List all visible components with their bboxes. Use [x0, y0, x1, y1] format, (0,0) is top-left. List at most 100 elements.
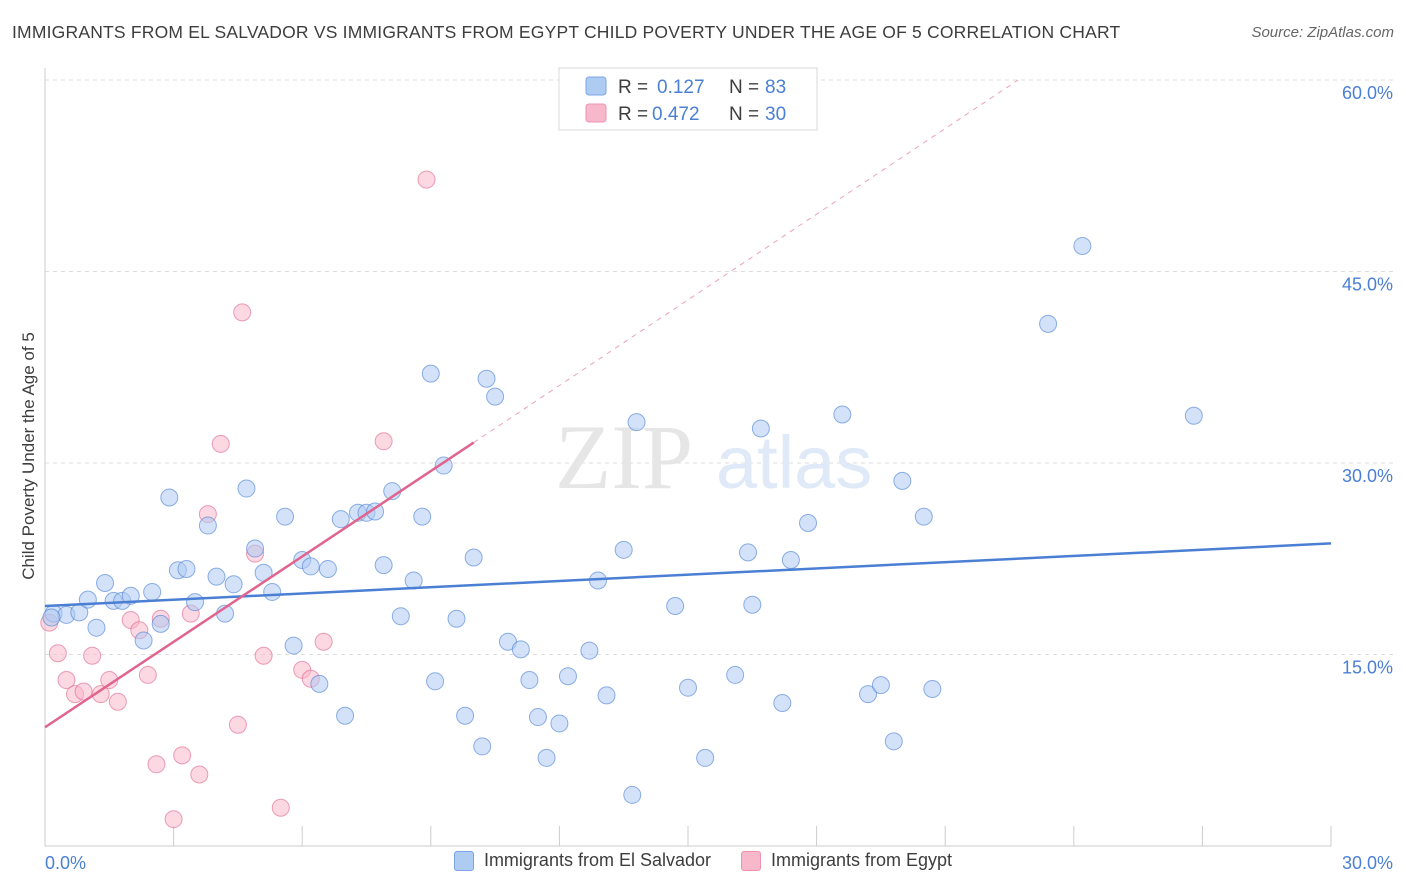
el-salvador-point — [434, 456, 453, 475]
y-tick-label: 45.0% — [1342, 275, 1393, 295]
legend-swatch-el-salvador — [453, 850, 474, 871]
el-salvador-point — [511, 640, 530, 659]
watermark-zip: ZIP — [555, 406, 693, 508]
egypt-point — [83, 646, 102, 665]
el-salvador-point — [464, 548, 483, 567]
source-label: Source: ZipAtlas.com — [1251, 24, 1394, 41]
el-salvador-point — [1184, 406, 1203, 425]
el-salvador-point — [473, 737, 492, 756]
egypt-point — [254, 646, 273, 665]
x-tick-label: 30.0% — [1342, 853, 1393, 873]
el-salvador-point — [1073, 236, 1092, 255]
el-salvador-point — [558, 667, 577, 686]
el-salvador-point — [426, 672, 445, 691]
watermark: ZIP atlas — [555, 406, 872, 508]
el-salvador-point — [284, 636, 303, 655]
stats-legend: R = 0.127 N = 83 R = 0.472 N = 30 — [558, 67, 818, 131]
el-salvador-point — [679, 678, 697, 697]
egypt-point — [74, 682, 93, 701]
el-salvador-point — [893, 471, 912, 490]
legend-item-egypt: Immigrants from Egypt — [741, 850, 952, 871]
el-salvador-point — [739, 543, 758, 562]
legend-r-value-1: 0.127 — [657, 77, 705, 98]
el-salvador-point — [528, 708, 547, 727]
egypt-point — [233, 303, 252, 322]
el-salvador-point — [781, 551, 800, 570]
egypt-points — [40, 170, 436, 829]
legend-n-value-2: 30 — [765, 104, 786, 125]
el-salvador-point — [914, 507, 933, 526]
egypt-point — [164, 810, 183, 829]
legend-label-egypt: Immigrants from Egypt — [771, 850, 953, 870]
egypt-trend-line — [44, 441, 475, 729]
egypt-point — [108, 692, 127, 711]
legend-r-value-2: 0.472 — [652, 104, 700, 125]
el-salvador-point — [143, 582, 162, 601]
el-salvador-point — [87, 618, 106, 637]
el-salvador-point — [447, 609, 466, 628]
legend-swatch-blue — [585, 76, 607, 96]
el-salvador-point — [96, 574, 115, 593]
watermark-atlas: atlas — [716, 421, 872, 504]
el-salvador-point — [151, 614, 170, 633]
el-salvador-points — [42, 236, 1203, 804]
el-salvador-point — [871, 676, 890, 695]
el-salvador-point — [160, 488, 179, 507]
egypt-point — [147, 755, 166, 774]
egypt-point — [417, 170, 436, 189]
el-salvador-point — [520, 671, 539, 690]
el-salvador-point — [751, 419, 770, 438]
legend-r-label-2: R = — [618, 104, 648, 125]
el-salvador-point — [276, 507, 295, 526]
el-salvador-point — [833, 405, 852, 424]
el-salvador-point — [580, 641, 599, 660]
el-salvador-point — [923, 679, 942, 698]
el-salvador-point — [310, 674, 329, 693]
legend-swatch-egypt — [741, 850, 762, 871]
egypt-point — [228, 715, 247, 734]
el-salvador-point — [374, 556, 393, 575]
egypt-point — [374, 432, 393, 451]
y-axis-label: Child Poverty Under the Age of 5 — [19, 332, 38, 580]
el-salvador-point — [134, 631, 153, 650]
el-salvador-point — [301, 557, 320, 576]
el-salvador-point — [331, 510, 350, 529]
el-salvador-point — [623, 785, 642, 804]
x-tick-label: 0.0% — [45, 853, 86, 873]
egypt-point — [48, 644, 67, 663]
tick-labels: 15.0% 30.0% 45.0% 60.0% 0.0% 30.0% — [45, 83, 1393, 873]
el-salvador-point — [391, 607, 410, 626]
el-salvador-point — [177, 559, 196, 578]
legend-swatch-pink — [585, 103, 607, 123]
el-salvador-point — [550, 714, 569, 733]
el-salvador-point — [1039, 314, 1058, 333]
el-salvador-point — [799, 514, 818, 533]
legend-n-value-1: 83 — [765, 77, 786, 98]
el-salvador-point — [78, 590, 97, 609]
legend-item-el-salvador: Immigrants from El Salvador — [453, 850, 712, 871]
el-salvador-point — [743, 595, 762, 614]
el-salvador-point — [263, 582, 282, 601]
trend-lines — [44, 79, 1332, 729]
el-salvador-point — [336, 706, 355, 725]
el-salvador-point — [207, 567, 226, 586]
egypt-point — [190, 765, 209, 784]
el-salvador-point — [614, 540, 633, 559]
chart-title: IMMIGRANTS FROM EL SALVADOR VS IMMIGRANT… — [12, 22, 1121, 42]
series-legend: Immigrants from El Salvador Immigrants f… — [0, 850, 1406, 871]
grid-lines — [45, 79, 1395, 655]
y-tick-label: 15.0% — [1342, 658, 1393, 678]
egypt-point — [314, 632, 333, 651]
legend-n-label-2: N = — [729, 104, 759, 125]
legend-n-label-1: N = — [729, 77, 759, 98]
el-salvador-point — [121, 586, 140, 605]
legend-label-el-salvador: Immigrants from El Salvador — [483, 850, 712, 870]
el-salvador-point — [246, 539, 265, 558]
el-salvador-point — [486, 387, 505, 406]
el-salvador-point — [726, 665, 745, 684]
egypt-point — [57, 671, 76, 690]
trend-line-dashed — [473, 79, 1019, 443]
el-salvador-point — [42, 608, 61, 627]
egypt-point — [271, 798, 290, 817]
